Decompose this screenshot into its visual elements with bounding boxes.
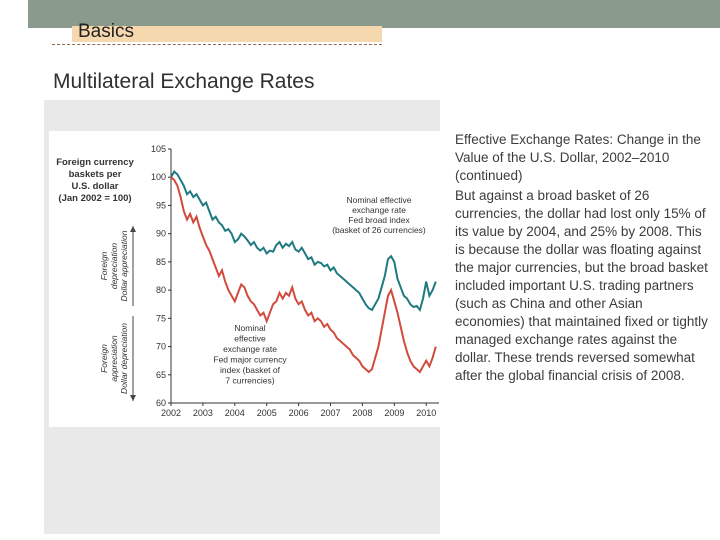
x-tick-label: 2004 xyxy=(225,408,245,418)
y-axis-title-line: (Jan 2002 = 100) xyxy=(58,193,131,204)
slide-title: Multilateral Exchange Rates xyxy=(53,70,315,93)
y-axis-title-line: Foreign currency xyxy=(56,157,134,168)
arrow-dollar-depreciation-label: Dollar depreciation xyxy=(119,323,129,394)
explanation-paragraph: But against a broad basket of 26 currenc… xyxy=(455,188,708,383)
major-index-label: 7 currencies) xyxy=(225,376,274,386)
explanation-text: Effective Exchange Rates: Change in the … xyxy=(455,131,710,387)
x-tick-label: 2008 xyxy=(352,408,372,418)
x-tick-label: 2006 xyxy=(289,408,309,418)
broad-index-label: Nominal effective xyxy=(346,195,411,205)
explanation-subtitle: Effective Exchange Rates: Change in the … xyxy=(455,132,701,183)
x-tick-label: 2002 xyxy=(161,408,181,418)
y-axis-title-line: baskets per xyxy=(69,169,122,180)
major-index-label: effective xyxy=(234,334,266,344)
arrow-dollar-appreciation-label: Foreign xyxy=(99,251,109,280)
section-label: Basics xyxy=(78,21,134,42)
y-tick-label: 100 xyxy=(151,172,166,182)
x-tick-label: 2005 xyxy=(257,408,277,418)
y-tick-label: 80 xyxy=(156,285,166,295)
x-tick-label: 2003 xyxy=(193,408,213,418)
y-tick-label: 85 xyxy=(156,257,166,267)
section-tab xyxy=(72,26,382,42)
top-decor-bar xyxy=(0,0,720,28)
x-tick-label: 2007 xyxy=(321,408,341,418)
y-tick-label: 70 xyxy=(156,342,166,352)
y-tick-label: 65 xyxy=(156,370,166,380)
chart-area: 105 100 95 90 85 80 75 70 65 60 2002 2003 2004 2005 20… xyxy=(49,131,443,427)
arrow-dollar-appreciation-label: depreciation xyxy=(109,243,119,290)
major-index-label: Nominal xyxy=(234,323,265,333)
arrow-dollar-depreciation-label: appreciation xyxy=(109,335,119,382)
arrow-dollar-appreciation-label: Dollar appreciation xyxy=(119,230,129,301)
y-tick-label: 105 xyxy=(151,144,166,154)
x-tick-label: 2009 xyxy=(384,408,404,418)
top-decor-notch xyxy=(0,0,28,28)
y-axis-title-line: U.S. dollar xyxy=(72,181,119,192)
y-tick-label: 60 xyxy=(156,398,166,408)
arrow-dollar-appreciation-head xyxy=(130,226,136,232)
arrow-dollar-depreciation-label: Foreign xyxy=(99,344,109,373)
y-tick-label: 95 xyxy=(156,200,166,210)
arrow-dollar-depreciation-head xyxy=(130,395,136,401)
y-tick-label: 90 xyxy=(156,229,166,239)
major-index-label: exchange rate xyxy=(223,344,277,354)
major-index-label: Fed major currency xyxy=(213,355,287,365)
y-tick-label: 75 xyxy=(156,313,166,323)
header-divider xyxy=(52,44,382,45)
broad-index-label: Fed broad index xyxy=(348,215,410,225)
broad-index-label: exchange rate xyxy=(352,205,406,215)
x-tick-label: 2010 xyxy=(416,408,436,418)
major-index-label: index (basket of xyxy=(220,365,281,375)
broad-index-label: (basket of 26 currencies) xyxy=(332,225,426,235)
major-index-line xyxy=(170,176,437,374)
broad-index-line xyxy=(170,170,437,313)
